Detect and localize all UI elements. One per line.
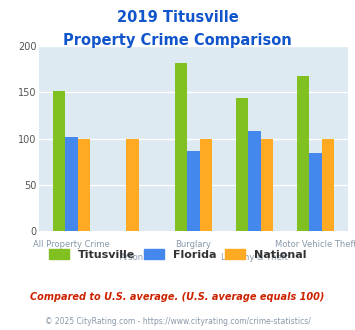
Bar — [53, 90, 65, 231]
Legend: Titusville, Florida, National: Titusville, Florida, National — [49, 249, 306, 260]
Text: Larceny & Theft: Larceny & Theft — [221, 253, 288, 262]
Bar — [297, 76, 310, 231]
Bar — [187, 150, 200, 231]
Text: Property Crime Comparison: Property Crime Comparison — [63, 33, 292, 48]
Text: Motor Vehicle Theft: Motor Vehicle Theft — [275, 240, 355, 249]
Text: © 2025 CityRating.com - https://www.cityrating.com/crime-statistics/: © 2025 CityRating.com - https://www.city… — [45, 317, 310, 326]
Bar — [322, 139, 334, 231]
Bar — [261, 139, 273, 231]
Bar — [310, 153, 322, 231]
Text: All Property Crime: All Property Crime — [33, 240, 110, 249]
Bar — [248, 131, 261, 231]
Text: Compared to U.S. average. (U.S. average equals 100): Compared to U.S. average. (U.S. average … — [30, 292, 325, 302]
Bar — [236, 98, 248, 231]
Bar — [126, 139, 138, 231]
Bar — [200, 139, 212, 231]
Bar — [77, 139, 90, 231]
Text: Arson: Arson — [120, 253, 144, 262]
Text: 2019 Titusville: 2019 Titusville — [117, 10, 238, 25]
Bar — [65, 137, 77, 231]
Text: Burglary: Burglary — [175, 240, 212, 249]
Bar — [175, 63, 187, 231]
